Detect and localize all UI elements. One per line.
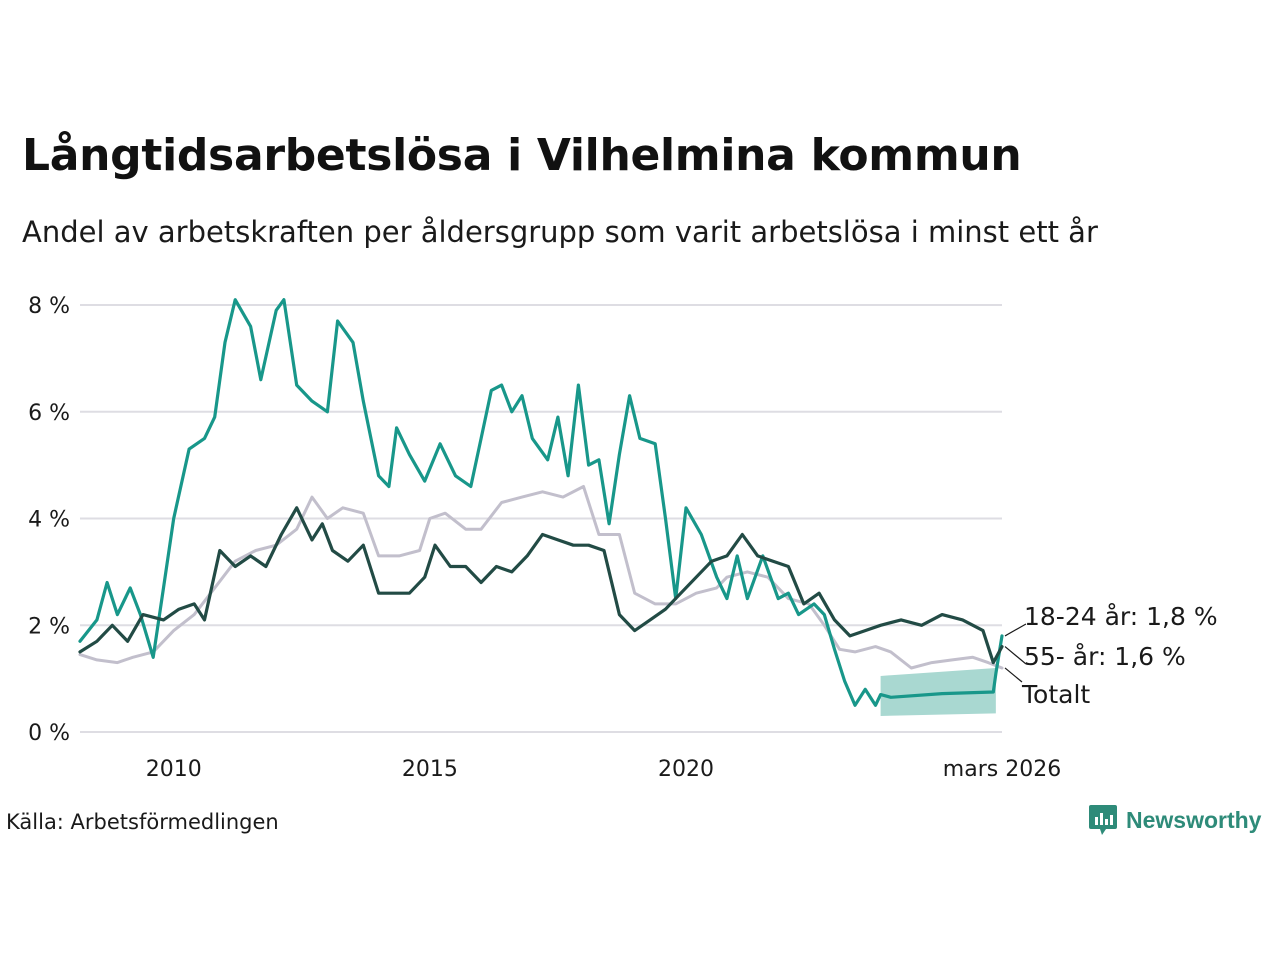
series-line-18-24-r (78, 298, 1004, 707)
newsworthy-logo: Newsworthy (1088, 803, 1261, 837)
end-label: 55- år: 1,6 % (1024, 642, 1186, 671)
source-note: Källa: Arbetsförmedlingen (6, 810, 279, 834)
forecast-band (880, 667, 996, 716)
forecast-band-layer (880, 667, 996, 716)
leader-line (1004, 667, 1023, 683)
y-tick-label: 4 % (28, 508, 70, 533)
newsworthy-logo-icon (1089, 805, 1117, 835)
leader-line (1004, 623, 1027, 637)
chart-subtitle: Andel av arbetskraften per åldersgrupp s… (22, 215, 1098, 249)
series-lines (78, 298, 1004, 707)
end-label: 18-24 år: 1,8 % (1024, 602, 1218, 631)
x-tick-label: 2010 (146, 757, 202, 782)
y-tick-label: 6 % (28, 401, 70, 426)
brand-name: Newsworthy (1126, 806, 1262, 833)
gridlines (80, 304, 1002, 733)
x-tick-label: mars 2026 (943, 757, 1061, 782)
series-line-55-r (78, 506, 1004, 665)
x-axis-ticks: 2010 2015 2020 mars 2026 (146, 757, 1061, 782)
y-axis-ticks: 0 % 2 % 4 % 6 % 8 % (28, 294, 70, 746)
y-tick-label: 0 % (28, 721, 70, 746)
y-tick-label: 2 % (28, 614, 70, 639)
series-line-totalt (78, 485, 1004, 670)
chart-title: Långtidsarbetslösa i Vilhelmina kommun (22, 130, 1022, 181)
end-label: Totalt (1021, 680, 1090, 709)
x-tick-label: 2015 (402, 757, 458, 782)
y-tick-label: 8 % (28, 294, 70, 319)
x-tick-label: 2020 (658, 757, 714, 782)
leader-line (1004, 646, 1027, 665)
end-labels: Totalt 18-24 år: 1,8 % 55- år: 1,6 % (1004, 602, 1218, 709)
